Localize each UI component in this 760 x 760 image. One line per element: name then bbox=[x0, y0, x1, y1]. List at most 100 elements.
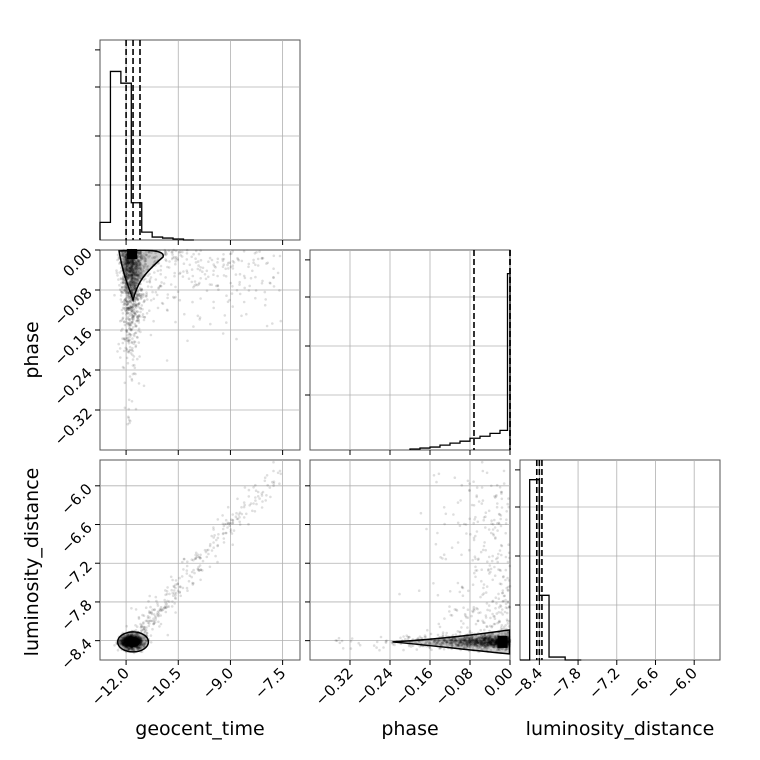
scatter-point bbox=[212, 273, 215, 277]
scatter-point bbox=[240, 506, 243, 509]
scatter-point bbox=[506, 502, 510, 506]
scatter-point bbox=[125, 329, 128, 332]
scatter-point bbox=[132, 258, 135, 262]
scatter-point bbox=[183, 557, 186, 561]
scatter-point bbox=[135, 264, 139, 268]
scatter-point bbox=[476, 619, 480, 623]
scatter-point bbox=[127, 416, 130, 420]
scatter-point bbox=[130, 647, 133, 651]
scatter-point bbox=[130, 348, 133, 352]
scatter-point bbox=[334, 639, 338, 642]
scatter-point bbox=[133, 274, 137, 277]
scatter-point bbox=[137, 263, 141, 267]
scatter-point bbox=[176, 290, 180, 294]
scatter-point bbox=[196, 260, 200, 263]
scatter-point bbox=[131, 281, 134, 285]
scatter-point bbox=[131, 305, 135, 308]
scatter-point bbox=[130, 633, 133, 637]
scatter-point bbox=[130, 260, 134, 263]
scatter-point bbox=[164, 251, 168, 254]
scatter-point bbox=[134, 278, 138, 281]
scatter-point bbox=[139, 640, 143, 643]
scatter-point bbox=[174, 593, 177, 597]
scatter-point bbox=[120, 300, 123, 304]
scatter-point bbox=[124, 255, 127, 259]
scatter-point bbox=[193, 280, 197, 283]
scatter-point bbox=[131, 273, 135, 277]
scatter-point bbox=[196, 283, 199, 287]
scatter-point bbox=[136, 278, 140, 282]
scatter-point bbox=[230, 532, 234, 535]
scatter-point bbox=[145, 631, 149, 635]
scatter-point bbox=[208, 544, 212, 548]
scatter-point bbox=[129, 266, 132, 269]
scatter-point bbox=[466, 608, 470, 611]
scatter-point bbox=[125, 268, 129, 272]
scatter-point bbox=[138, 636, 141, 640]
scatter-point bbox=[122, 260, 126, 264]
scatter-point bbox=[144, 295, 148, 298]
scatter-point bbox=[126, 350, 130, 354]
scatter-point bbox=[126, 261, 130, 264]
scatter-point bbox=[174, 320, 177, 324]
scatter-point bbox=[131, 282, 134, 285]
scatter-point bbox=[251, 269, 254, 273]
scatter-point bbox=[130, 270, 133, 274]
scatter-point bbox=[127, 339, 130, 342]
scatter-point bbox=[176, 258, 180, 262]
scatter-point bbox=[159, 264, 163, 268]
scatter-point bbox=[131, 270, 135, 274]
scatter-point bbox=[139, 255, 143, 259]
scatter-point bbox=[123, 302, 127, 306]
scatter-point bbox=[131, 634, 134, 638]
scatter-point bbox=[128, 260, 132, 264]
scatter-point bbox=[263, 479, 267, 483]
scatter-point bbox=[129, 282, 132, 286]
scatter-point bbox=[135, 304, 139, 308]
scatter-point bbox=[120, 641, 123, 645]
scatter-point bbox=[493, 495, 496, 498]
scatter-point bbox=[470, 503, 474, 507]
scatter-point bbox=[224, 275, 228, 278]
scatter-point bbox=[209, 322, 212, 326]
scatter-point bbox=[134, 303, 138, 307]
scatter-point bbox=[132, 280, 135, 283]
scatter-point bbox=[144, 263, 147, 266]
scatter-point bbox=[133, 372, 136, 375]
scatter-point bbox=[260, 494, 264, 497]
scatter-point bbox=[497, 611, 501, 614]
y-tick-label-phase: 0.00 bbox=[59, 244, 95, 280]
scatter-point bbox=[225, 294, 228, 298]
scatter-point bbox=[134, 608, 138, 611]
scatter-point bbox=[131, 289, 134, 292]
scatter-point bbox=[151, 256, 154, 260]
scatter-point bbox=[199, 297, 202, 300]
scatter-point bbox=[121, 251, 125, 255]
scatter-point bbox=[507, 551, 511, 555]
scatter-point bbox=[153, 271, 156, 274]
scatter-point bbox=[131, 272, 134, 276]
scatter-point bbox=[164, 258, 167, 261]
scatter-point bbox=[125, 307, 129, 310]
scatter-point bbox=[132, 289, 135, 292]
scatter-point bbox=[124, 637, 127, 640]
scatter-point bbox=[127, 293, 130, 296]
scatter-point bbox=[198, 557, 202, 560]
scatter-point bbox=[128, 284, 132, 287]
scatter-point bbox=[129, 309, 133, 312]
scatter-point bbox=[227, 267, 230, 270]
scatter-point bbox=[124, 255, 128, 259]
scatter-point bbox=[132, 281, 135, 285]
scatter-point bbox=[126, 259, 129, 262]
scatter-point bbox=[460, 626, 463, 629]
scatter-point bbox=[142, 293, 146, 296]
scatter-point bbox=[140, 637, 143, 641]
scatter-point bbox=[126, 264, 129, 267]
scatter-point bbox=[126, 288, 129, 292]
scatter-point bbox=[123, 643, 126, 646]
scatter-point bbox=[132, 273, 135, 277]
scatter-point bbox=[128, 281, 132, 284]
scatter-point bbox=[272, 480, 276, 484]
scatter-point bbox=[221, 332, 225, 335]
scatter-point bbox=[204, 277, 208, 281]
